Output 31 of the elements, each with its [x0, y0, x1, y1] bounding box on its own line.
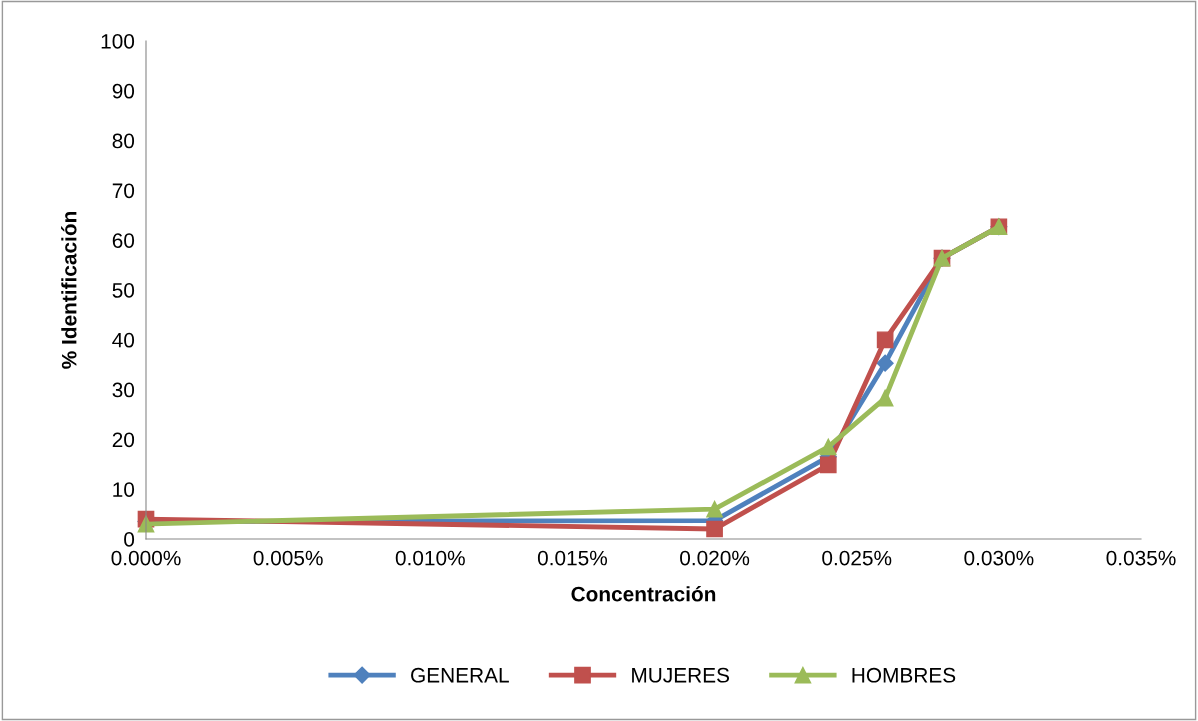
- point: [819, 456, 837, 474]
- y-tick-label: 60: [112, 233, 135, 248]
- legend-label: MUJERES: [632, 667, 730, 683]
- y-tick-label: 90: [112, 83, 135, 99]
- x-tick-label: 0.000%: [111, 550, 181, 566]
- x-tick-label: 0.005%: [253, 550, 323, 566]
- y-axis-title: % Identificación: [61, 211, 77, 369]
- x-tick-label: 0.015%: [537, 550, 608, 566]
- y-tick-label: 30: [112, 382, 135, 398]
- point: [706, 520, 723, 538]
- y-tick-label: 40: [112, 332, 135, 348]
- legend-label: HOMBRES: [852, 667, 956, 683]
- y-tick-label: 50: [112, 283, 135, 298]
- point: [876, 331, 894, 349]
- x-axis-title: Concentración: [571, 586, 716, 602]
- point: [706, 500, 723, 518]
- y-tick-label: 80: [112, 133, 135, 149]
- legend-label: GENERAL: [411, 667, 509, 683]
- x-tick-label: 0.010%: [395, 550, 465, 566]
- point: [876, 354, 894, 372]
- y-tick-label: 100: [101, 34, 135, 49]
- point: [819, 438, 837, 456]
- x-tick-label: 0.020%: [680, 550, 750, 566]
- x-tick-label: 0.030%: [964, 550, 1034, 566]
- x-tick-label: 0.025%: [822, 550, 892, 566]
- y-tick-label: 10: [113, 482, 135, 497]
- y-tick-label: 0: [124, 532, 135, 547]
- y-tick-label: 70: [112, 183, 135, 199]
- y-tick-label: 20: [112, 432, 135, 448]
- point: [876, 389, 894, 407]
- x-tick-label: 0.035%: [1106, 550, 1176, 566]
